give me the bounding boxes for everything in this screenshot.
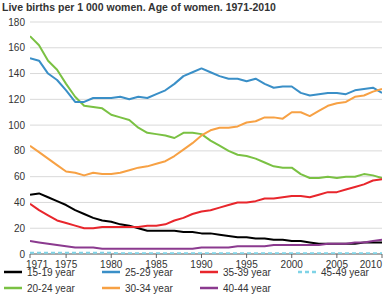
grid-line — [30, 254, 382, 255]
grid-line — [30, 99, 382, 100]
x-tick — [246, 254, 247, 258]
y-tick-label: 100 — [8, 120, 25, 131]
grid-line — [30, 202, 382, 203]
y-tick-label: 120 — [8, 94, 25, 105]
series-line — [30, 240, 382, 249]
x-tick-label: 1980 — [100, 259, 123, 270]
legend-label: 45-49 year — [321, 267, 369, 278]
legend-label: 35-39 year — [223, 267, 271, 278]
series-line — [30, 89, 382, 175]
x-tick — [382, 254, 383, 258]
series-line — [30, 179, 382, 228]
plot-area — [30, 36, 382, 253]
legend-label: 20-24 year — [27, 283, 75, 294]
y-tick-label: 180 — [8, 17, 25, 28]
legend-swatch — [200, 271, 218, 274]
series-line — [30, 58, 382, 102]
x-tick — [66, 254, 67, 258]
x-tick — [336, 254, 337, 258]
x-tick — [156, 254, 157, 258]
legend-label: 30-34 year — [125, 283, 173, 294]
x-tick-label: 1990 — [190, 259, 213, 270]
grid-line — [30, 73, 382, 74]
x-axis — [30, 254, 382, 255]
y-tick-label: 20 — [14, 223, 26, 234]
legend-swatch — [102, 287, 120, 290]
legend-label: 25-29 year — [125, 267, 173, 278]
y-tick-label: 60 — [14, 171, 26, 182]
grid-line — [30, 47, 382, 48]
y-tick-label: 80 — [14, 145, 26, 156]
grid-line — [30, 22, 382, 23]
legend-swatch — [298, 271, 316, 274]
series-line — [30, 193, 382, 243]
series-line — [30, 36, 382, 178]
legend-label: 40-44 year — [223, 283, 271, 294]
x-tick — [201, 254, 202, 258]
legend-swatch — [4, 287, 22, 290]
legend-label: 15-19 year — [27, 267, 75, 278]
grid-line — [30, 150, 382, 151]
grid-line — [30, 125, 382, 126]
y-tick-label: 160 — [8, 42, 25, 53]
x-tick — [30, 254, 31, 258]
y-tick-label: 40 — [14, 197, 26, 208]
x-tick — [111, 254, 112, 258]
x-tick — [291, 254, 292, 258]
y-tick-label: 0 — [19, 249, 25, 260]
legend-swatch — [200, 287, 218, 290]
y-tick-label: 140 — [8, 68, 25, 79]
chart: Live births per 1 000 women. Age of wome… — [0, 0, 391, 300]
series-line — [30, 252, 382, 254]
title: Live births per 1 000 women. Age of wome… — [2, 1, 276, 13]
legend-swatch — [102, 271, 120, 274]
legend-swatch — [4, 271, 22, 274]
x-tick-label: 2000 — [281, 259, 304, 270]
